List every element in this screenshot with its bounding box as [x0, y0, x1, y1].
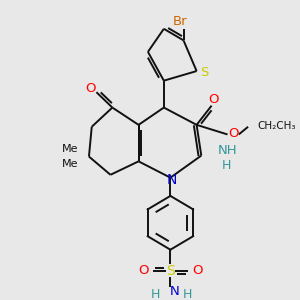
Text: N: N: [170, 286, 180, 298]
Text: S: S: [166, 264, 175, 278]
Text: O: O: [85, 82, 96, 95]
Text: O: O: [138, 264, 148, 277]
Text: S: S: [200, 67, 208, 80]
Text: NH: NH: [218, 144, 238, 157]
Text: Br: Br: [172, 15, 187, 28]
Text: O: O: [228, 127, 238, 140]
Text: N: N: [166, 172, 176, 187]
Text: H: H: [183, 288, 192, 300]
Text: O: O: [192, 264, 203, 277]
Text: H: H: [222, 159, 231, 172]
Text: Me: Me: [62, 159, 79, 169]
Text: O: O: [208, 93, 219, 106]
Text: Me: Me: [62, 144, 79, 154]
Text: H: H: [151, 288, 160, 300]
Text: CH₂CH₃: CH₂CH₃: [257, 121, 296, 131]
